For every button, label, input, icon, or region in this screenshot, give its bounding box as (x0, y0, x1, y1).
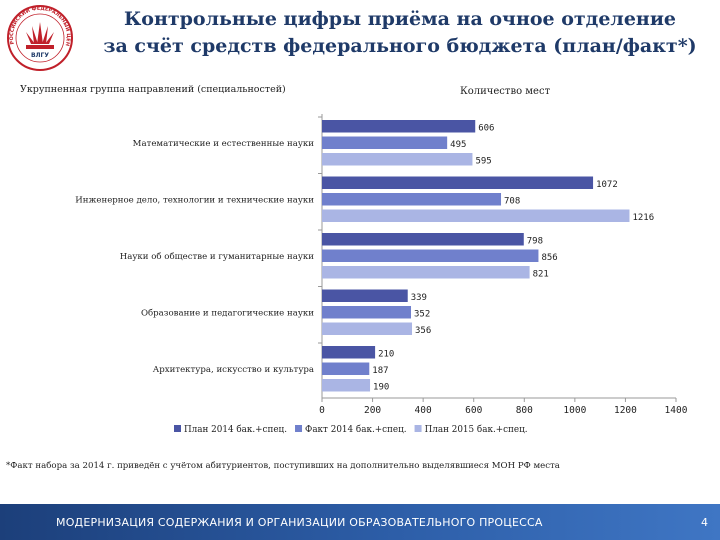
data-label: 190 (373, 383, 389, 393)
slide-title-line1: Контрольные цифры приёма на очное отделе… (123, 8, 677, 30)
x-tick-label: 600 (465, 405, 482, 416)
bar (322, 362, 370, 375)
category-column-header: Укрупненная группа направлений (специаль… (20, 84, 286, 95)
bar (322, 120, 476, 133)
data-label: 352 (414, 310, 430, 320)
data-label: 821 (533, 270, 549, 280)
slide-title: Контрольные цифры приёма на очное отделе… (84, 6, 716, 60)
data-label: 1072 (596, 180, 618, 190)
bar (322, 266, 530, 279)
category-label: Инженерное дело, технологии и технически… (75, 195, 314, 205)
category-label: Математические и естественные науки (133, 139, 315, 149)
footer-text: МОДЕРНИЗАЦИЯ СОДЕРЖАНИЯ И ОРГАНИЗАЦИИ ОБ… (56, 516, 543, 529)
bar (322, 346, 376, 359)
legend-label: План 2014 бак.+спец. (184, 424, 287, 435)
data-label: 187 (372, 366, 388, 376)
data-label: 856 (541, 253, 557, 263)
data-label: 606 (478, 124, 494, 134)
bar (322, 322, 413, 335)
bar (322, 289, 408, 302)
legend-label: План 2015 бак.+спец. (425, 424, 528, 435)
category-label: Образование и педагогические науки (141, 307, 314, 318)
value-column-header: Количество мест (460, 86, 551, 97)
data-label: 1216 (632, 213, 654, 223)
category-label: Науки об обществе и гуманитарные науки (120, 251, 315, 262)
bar (322, 136, 448, 149)
bar-chart: Математические и естественные науки 606 49… (75, 114, 688, 435)
bar (322, 233, 524, 246)
bar (322, 176, 594, 189)
x-tick-label: 0 (319, 405, 325, 416)
bar (322, 153, 473, 166)
university-logo: РОССИЙСКИЙ ФЕДЕРАЛЬНЫЙ ЦЕНТР ВЛГУ (6, 4, 73, 71)
footnote: *Факт набора за 2014 г. приведён с учёто… (6, 461, 560, 471)
x-tick-label: 800 (516, 405, 533, 416)
slide-title-line2: за счёт средств федерального бюджета (пл… (103, 35, 697, 57)
data-label: 495 (450, 140, 466, 150)
x-tick-label: 400 (415, 405, 432, 416)
x-tick-label: 1200 (614, 405, 637, 416)
bar (322, 379, 371, 392)
data-label: 798 (527, 237, 543, 247)
data-label: 595 (475, 157, 491, 167)
legend-swatch (295, 425, 303, 432)
bar (322, 306, 412, 319)
x-tick-label: 1000 (563, 405, 586, 416)
logo-abbrev: ВЛГУ (31, 52, 49, 59)
legend-label: Факт 2014 бак.+спец. (305, 424, 407, 435)
bar (322, 209, 630, 222)
category-label: Архитектура, искусство и культура (153, 365, 314, 375)
page-number: 4 (701, 516, 708, 529)
data-label: 356 (415, 326, 431, 336)
data-label: 708 (504, 197, 520, 207)
legend-swatch (414, 425, 422, 432)
bar (322, 249, 539, 262)
legend-swatch (174, 425, 181, 432)
footer-bar: МОДЕРНИЗАЦИЯ СОДЕРЖАНИЯ И ОРГАНИЗАЦИИ ОБ… (0, 504, 720, 540)
data-label: 339 (411, 293, 427, 303)
x-tick-label: 200 (364, 405, 381, 416)
x-tick-label: 1400 (665, 405, 688, 416)
data-label: 210 (378, 350, 394, 360)
bar (322, 193, 502, 206)
